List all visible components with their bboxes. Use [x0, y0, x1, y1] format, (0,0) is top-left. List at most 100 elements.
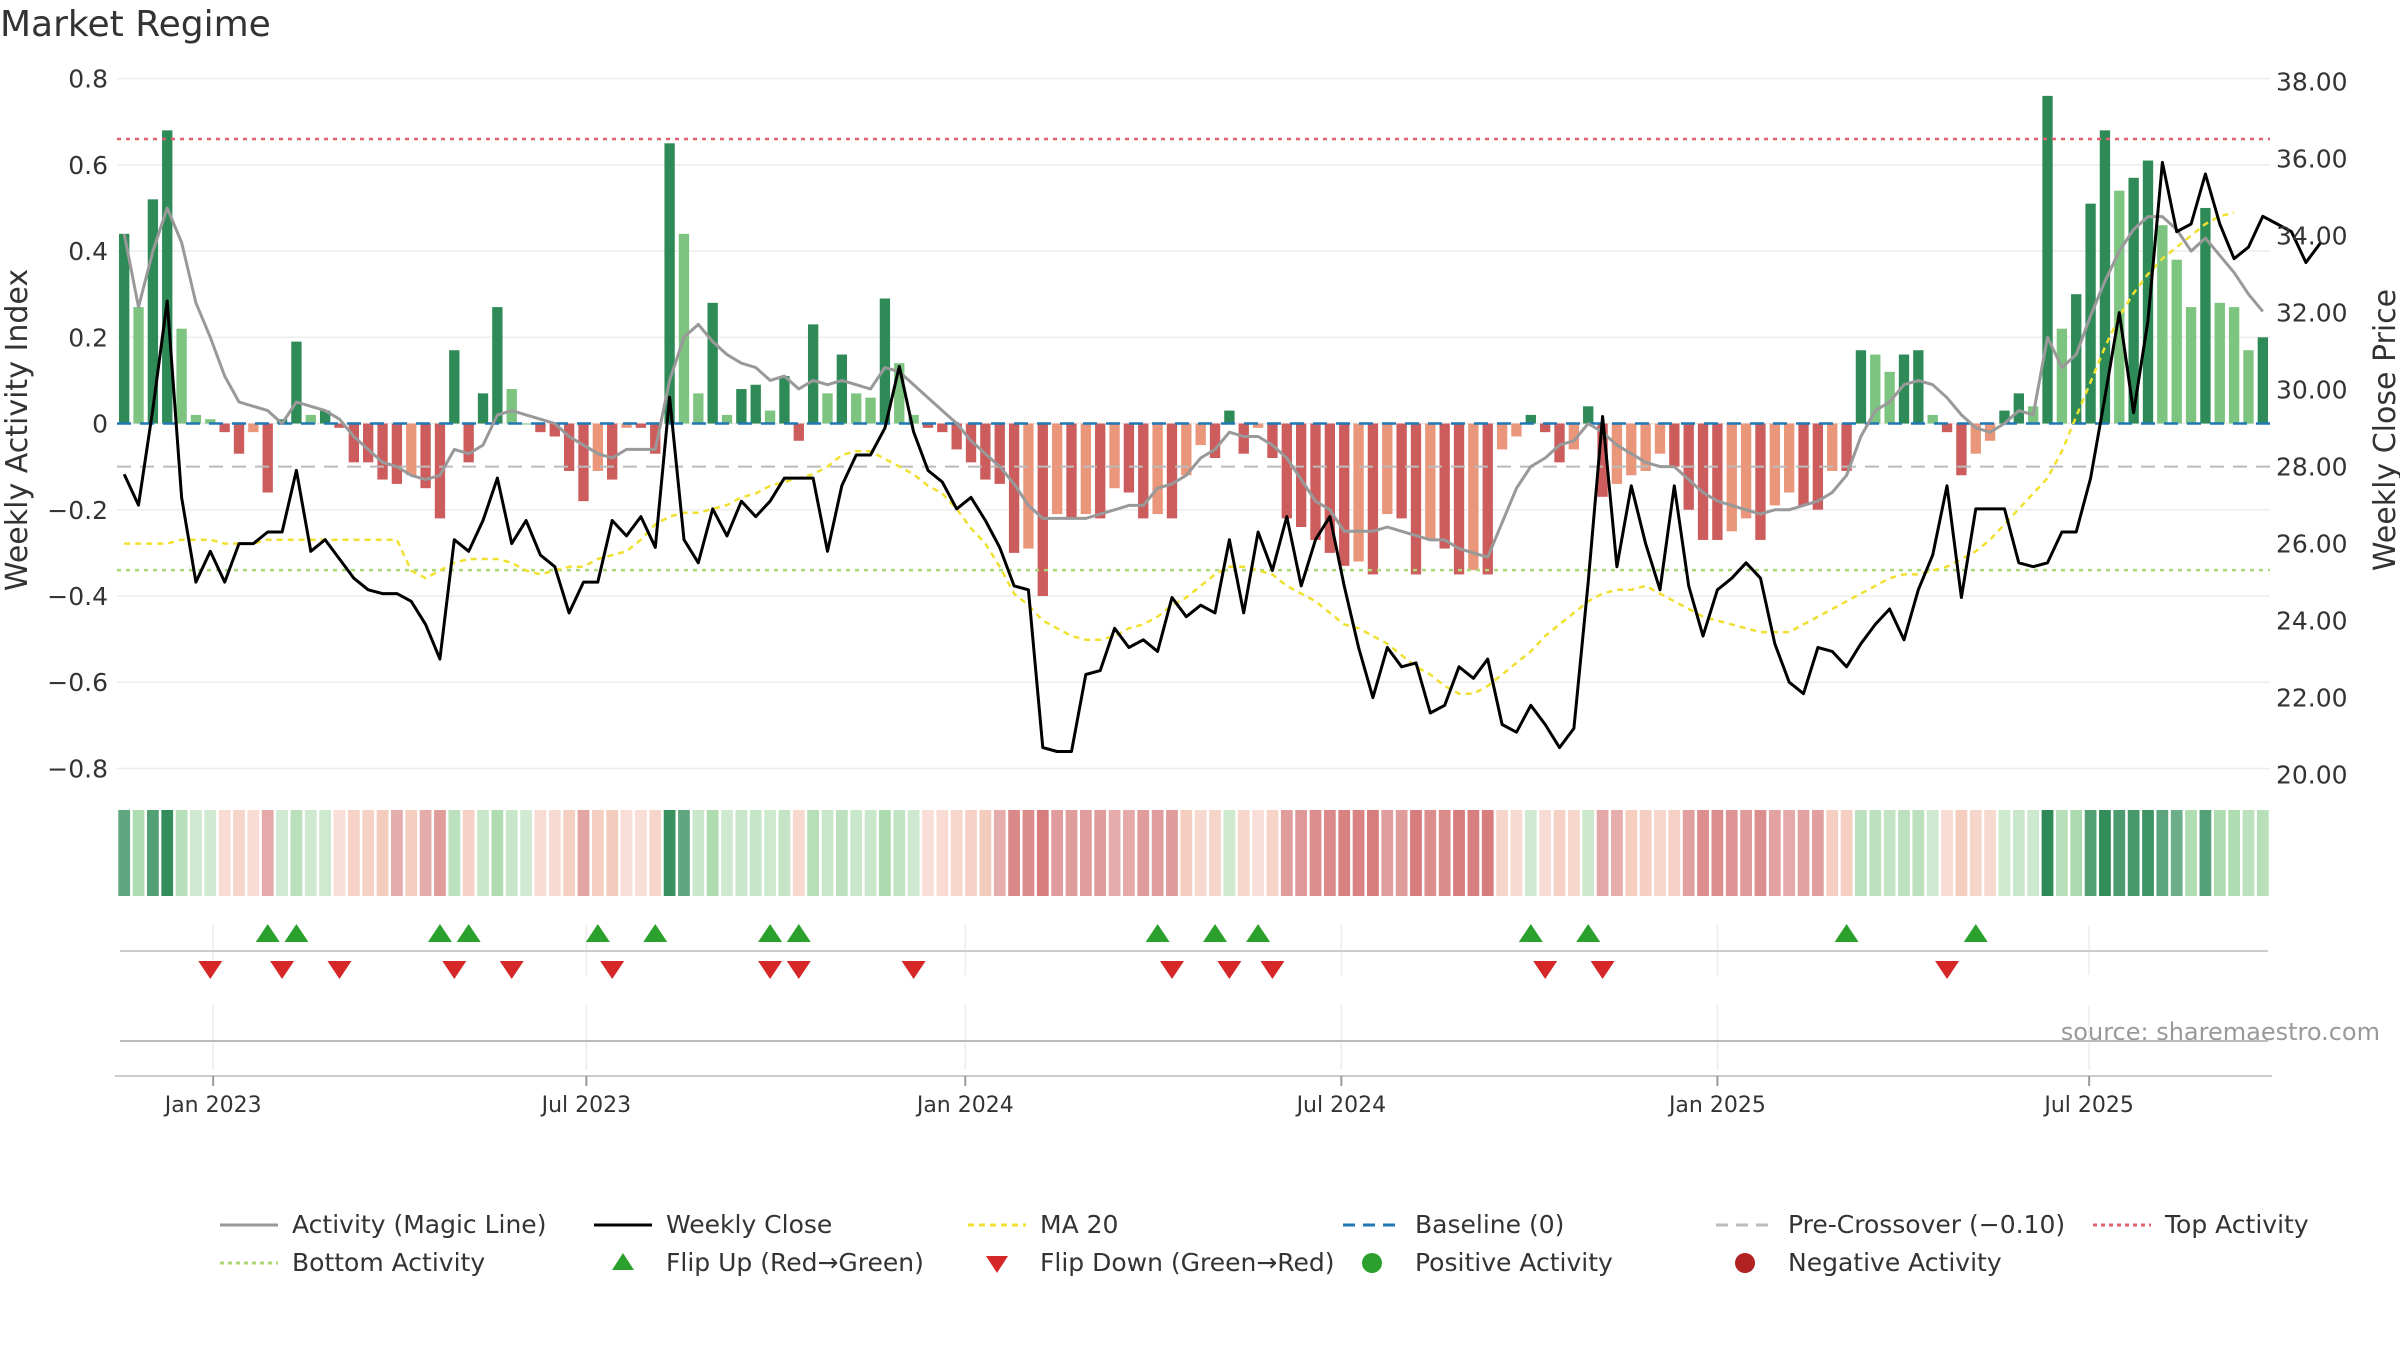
activity-bar	[1755, 423, 1766, 540]
y-left-tick-label: 0	[92, 410, 108, 439]
activity-bar	[1066, 423, 1077, 519]
regime-cell	[2012, 810, 2025, 896]
regime-cell	[993, 810, 1006, 896]
activity-bar	[1367, 423, 1379, 575]
activity-bar	[678, 233, 690, 424]
flip-down-marker	[901, 961, 926, 979]
regime-cell	[1840, 810, 1853, 896]
activity-bar	[1740, 423, 1752, 519]
regime-cell	[1768, 810, 1781, 896]
regime-cell	[965, 810, 977, 896]
regime-cell	[1567, 810, 1580, 896]
activity-bar	[750, 384, 761, 424]
activity-bar	[2243, 350, 2254, 424]
activity-bar	[1080, 423, 1092, 515]
activity-bar	[793, 423, 804, 441]
regime-cell	[591, 810, 604, 896]
regime-cell	[678, 810, 690, 896]
flip-down-marker	[1260, 961, 1285, 979]
y-right-tick-label: 32.00	[2276, 299, 2348, 328]
activity-bar	[563, 423, 575, 471]
regime-cell	[1338, 810, 1351, 896]
flip-up-marker	[1145, 924, 1170, 942]
regime-cell	[2228, 810, 2241, 896]
y-right-tick-label: 38.00	[2276, 68, 2348, 97]
y-left-tick-label: −0.6	[47, 668, 108, 697]
activity-bar	[1640, 423, 1651, 471]
activity-bar	[1798, 423, 1809, 506]
regime-cell	[764, 810, 776, 896]
regime-cell	[706, 810, 719, 896]
regime-cell	[563, 810, 576, 896]
activity-bar	[693, 393, 704, 424]
flip-down-marker	[327, 961, 352, 979]
flip-up-marker	[643, 924, 668, 942]
regime-cell	[1008, 810, 1020, 896]
regime-cell	[1151, 810, 1164, 896]
regime-cell	[1094, 810, 1107, 896]
activity-bar	[391, 423, 403, 484]
regime-cell	[721, 810, 733, 896]
activity-bar	[147, 199, 159, 424]
flip-up-marker	[456, 924, 481, 942]
regime-cell	[132, 810, 145, 896]
activity-bar	[879, 298, 891, 424]
regime-cell	[792, 810, 805, 896]
activity-bar	[2042, 95, 2053, 424]
y-right-tick-label: 30.00	[2276, 376, 2348, 405]
activity-bar	[707, 302, 718, 424]
regime-cell	[979, 810, 992, 896]
activity-bar	[420, 423, 431, 489]
regime-cell	[1453, 810, 1465, 896]
activity-bar	[908, 414, 919, 424]
activity-bar	[822, 393, 833, 424]
activity-bar	[1654, 423, 1666, 454]
activity-bar	[1382, 423, 1393, 515]
regime-cell	[534, 810, 547, 896]
regime-cell	[749, 810, 762, 896]
regime-cell	[1036, 810, 1049, 896]
regime-cell	[1309, 810, 1322, 896]
activity-bar	[1554, 423, 1565, 463]
activity-bar	[233, 423, 245, 454]
flip-down-marker	[1217, 961, 1242, 979]
regime-cell	[1237, 810, 1250, 896]
legend-swatch-flip-up	[612, 1253, 634, 1270]
regime-cell	[2084, 810, 2097, 896]
regime-cell	[505, 810, 518, 896]
activity-bar	[922, 423, 934, 428]
regime-cell	[1166, 810, 1178, 896]
x-tick-label: Jan 2024	[915, 1093, 1014, 1118]
flip-up-marker	[1576, 924, 1601, 942]
activity-bar	[865, 397, 876, 424]
flip-up-marker	[284, 924, 309, 942]
regime-cell	[1553, 810, 1566, 896]
regime-cell	[2156, 810, 2169, 896]
regime-cell	[2199, 810, 2212, 896]
y-left-tick-label: −0.4	[47, 582, 108, 611]
flip-down-marker	[1935, 961, 1960, 979]
gridlines	[117, 77, 2270, 1070]
regime-cell	[1912, 810, 1925, 896]
regime-cell	[1797, 810, 1810, 896]
regime-cell	[2055, 810, 2068, 896]
activity-bar	[1482, 423, 1493, 575]
activity-bar	[1769, 423, 1780, 506]
legend-label: Activity (Magic Line)	[292, 1210, 546, 1239]
activity-bar	[1008, 423, 1020, 553]
regime-cell	[2242, 810, 2255, 896]
regime-cell	[1496, 810, 1508, 896]
activity-bars	[119, 95, 2268, 596]
activity-bar	[1281, 423, 1292, 519]
legend-label: Flip Up (Red→Green)	[666, 1248, 924, 1277]
activity-bar	[1626, 423, 1637, 476]
activity-bar	[377, 423, 388, 480]
y-left-axis-title: Weekly Activity Index	[0, 269, 35, 591]
flip-down-marker	[758, 961, 783, 979]
regime-cell	[190, 810, 202, 896]
flip-down-marker	[1159, 961, 1184, 979]
regime-cell	[2099, 810, 2111, 896]
activity-bar	[463, 423, 474, 463]
regime-cell	[146, 810, 159, 896]
legend-label: Pre-Crossover (−0.10)	[1788, 1210, 2065, 1239]
